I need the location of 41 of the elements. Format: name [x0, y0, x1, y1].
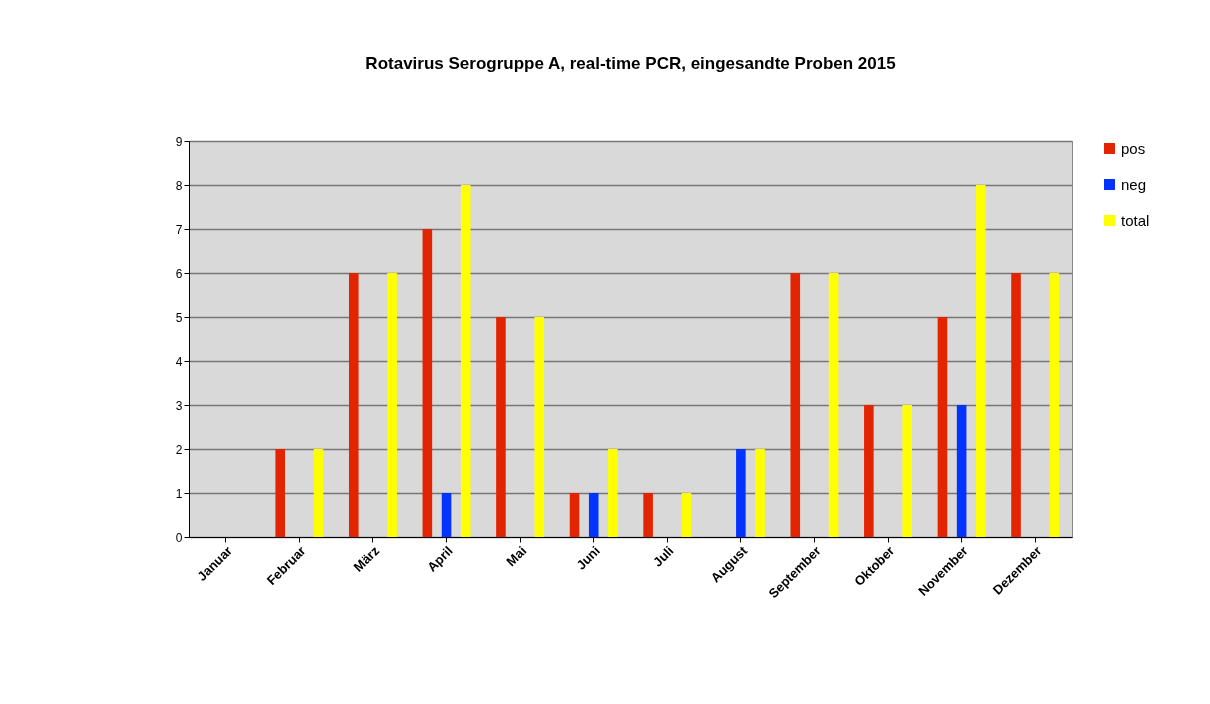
legend-label: neg [1121, 175, 1147, 193]
bar [588, 493, 599, 537]
x-tick-label: Mai [503, 543, 530, 570]
y-tick-label: 7 [175, 222, 183, 237]
y-tick-label: 2 [175, 442, 183, 457]
bar [681, 493, 692, 537]
y-tick-label: 4 [175, 354, 183, 369]
bar [608, 449, 618, 537]
bar [496, 317, 506, 537]
bar [976, 185, 986, 537]
bar [348, 273, 359, 537]
bar [569, 493, 580, 537]
y-tick-label: 6 [175, 266, 183, 281]
y-tick-label: 8 [175, 178, 183, 193]
bar [864, 405, 874, 537]
bar [1049, 273, 1060, 537]
bar [736, 449, 746, 537]
legend-label: pos [1121, 139, 1146, 157]
bar [460, 185, 471, 537]
bar [956, 405, 967, 537]
x-tick-label: Juli [650, 543, 677, 570]
bar [828, 273, 839, 537]
y-tick-label: 0 [175, 530, 183, 545]
bar [313, 449, 324, 537]
bar [441, 493, 452, 537]
bar [937, 317, 948, 537]
bar [275, 449, 285, 537]
bar [790, 273, 801, 537]
bar [902, 405, 913, 537]
y-tick-label: 1 [175, 486, 183, 501]
y-tick-label: 5 [175, 310, 183, 325]
bar [387, 273, 397, 537]
y-tick-label: 3 [175, 398, 183, 413]
bar [755, 449, 765, 537]
bar [534, 317, 545, 537]
y-tick-label: 9 [175, 134, 183, 149]
bar [1011, 273, 1021, 537]
legend-label: total [1121, 211, 1150, 229]
bar [422, 229, 433, 537]
bar [643, 493, 653, 537]
chart-title: Rotavirus Serogruppe A, real-time PCR, eingesandte Proben 2015 [365, 54, 896, 73]
